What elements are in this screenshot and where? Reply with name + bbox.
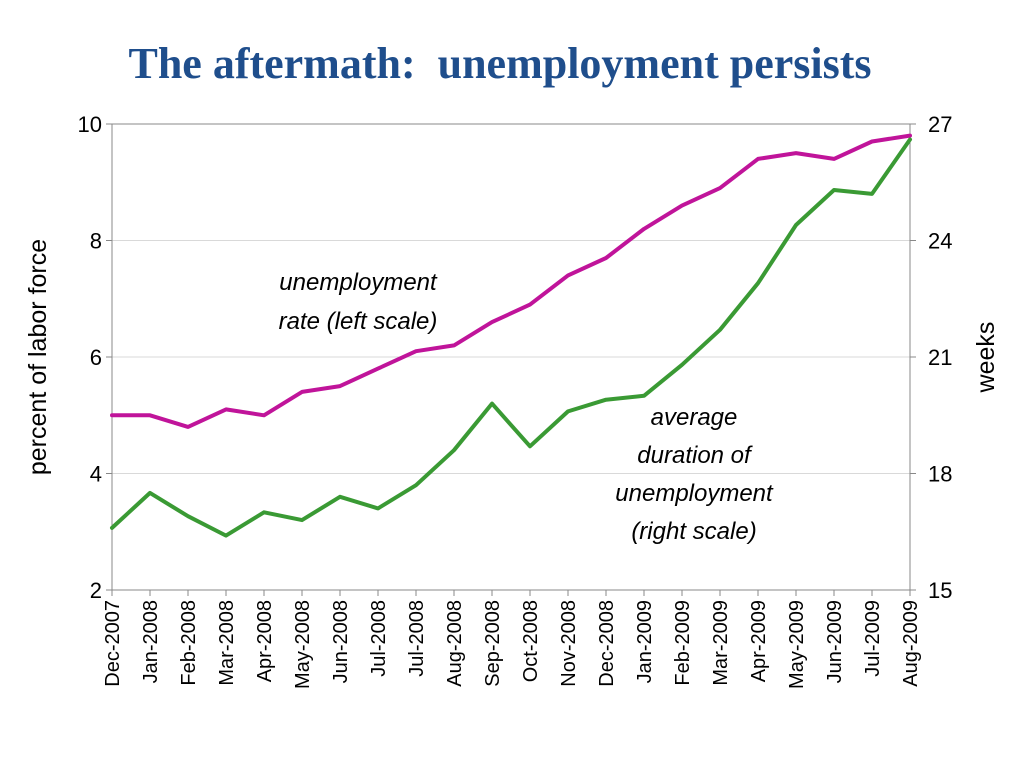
annotation-duration-line3: unemployment: [615, 480, 774, 507]
x-tick-label-3: Mar-2008: [216, 600, 238, 686]
x-tick-label-19: Jun-2009: [824, 600, 846, 683]
page-title: The aftermath: unemployment persists: [128, 39, 872, 88]
x-tick-label-17: Apr-2009: [748, 600, 770, 682]
y-tick-label-2: 6: [90, 345, 102, 370]
series-line-0: [110, 133, 912, 429]
x-tick-label-10: Sep-2008: [482, 600, 504, 687]
series-line-1: [110, 137, 912, 538]
y2-tick-label-4: 27: [928, 112, 952, 137]
series-lines: [110, 133, 912, 538]
gridlines: [112, 123, 910, 591]
x-tick-label-9: Aug-2008: [444, 600, 466, 687]
annotation-duration-line1: average: [651, 404, 738, 431]
x-tick-label-6: Jun-2008: [330, 600, 352, 683]
x-tick-label-14: Jan-2009: [634, 600, 656, 683]
x-tick-label-18: May-2009: [786, 600, 808, 689]
x-tick-label-16: Mar-2009: [710, 600, 732, 686]
y-tick-label-3: 8: [90, 229, 102, 254]
y-tick-label-1: 4: [90, 462, 102, 487]
y-tick-label-4: 10: [78, 112, 102, 137]
x-tick-label-15: Feb-2009: [672, 600, 694, 686]
x-tick-label-12: Nov-2008: [558, 600, 580, 687]
y2-tick-label-1: 18: [928, 462, 952, 487]
x-tick-label-5: May-2008: [292, 600, 314, 689]
x-tick-label-4: Apr-2008: [254, 600, 276, 682]
x-tick-label-20: Jul-2009: [862, 600, 884, 677]
y2-tick-label-0: 15: [928, 578, 952, 603]
x-tick-label-0: Dec-2007: [102, 600, 124, 687]
annotation-duration-line4: (right scale): [631, 518, 756, 545]
x-tick-label-1: Jan-2008: [140, 600, 162, 683]
y-tick-label-0: 2: [90, 578, 102, 603]
y2-tick-label-2: 21: [928, 345, 952, 370]
x-tick-label-7: Jul-2008: [368, 600, 390, 677]
annotation-rate-line1: unemployment: [279, 269, 438, 296]
y2-axis-label: weeks: [972, 322, 1000, 394]
x-tick-label-2: Feb-2008: [178, 600, 200, 686]
annotation-rate-line2: rate (left scale): [279, 308, 438, 335]
y2-tick-label-3: 24: [928, 229, 952, 254]
x-tick-label-11: Oct-2008: [520, 600, 542, 682]
x-tick-label-21: Aug-2009: [900, 600, 922, 687]
annotation-duration-line2: duration of: [637, 442, 753, 469]
y-axis-label: percent of labor force: [24, 239, 52, 475]
x-tick-label-13: Dec-2008: [596, 600, 618, 687]
x-tick-label-8: Jul-2008: [406, 600, 428, 677]
